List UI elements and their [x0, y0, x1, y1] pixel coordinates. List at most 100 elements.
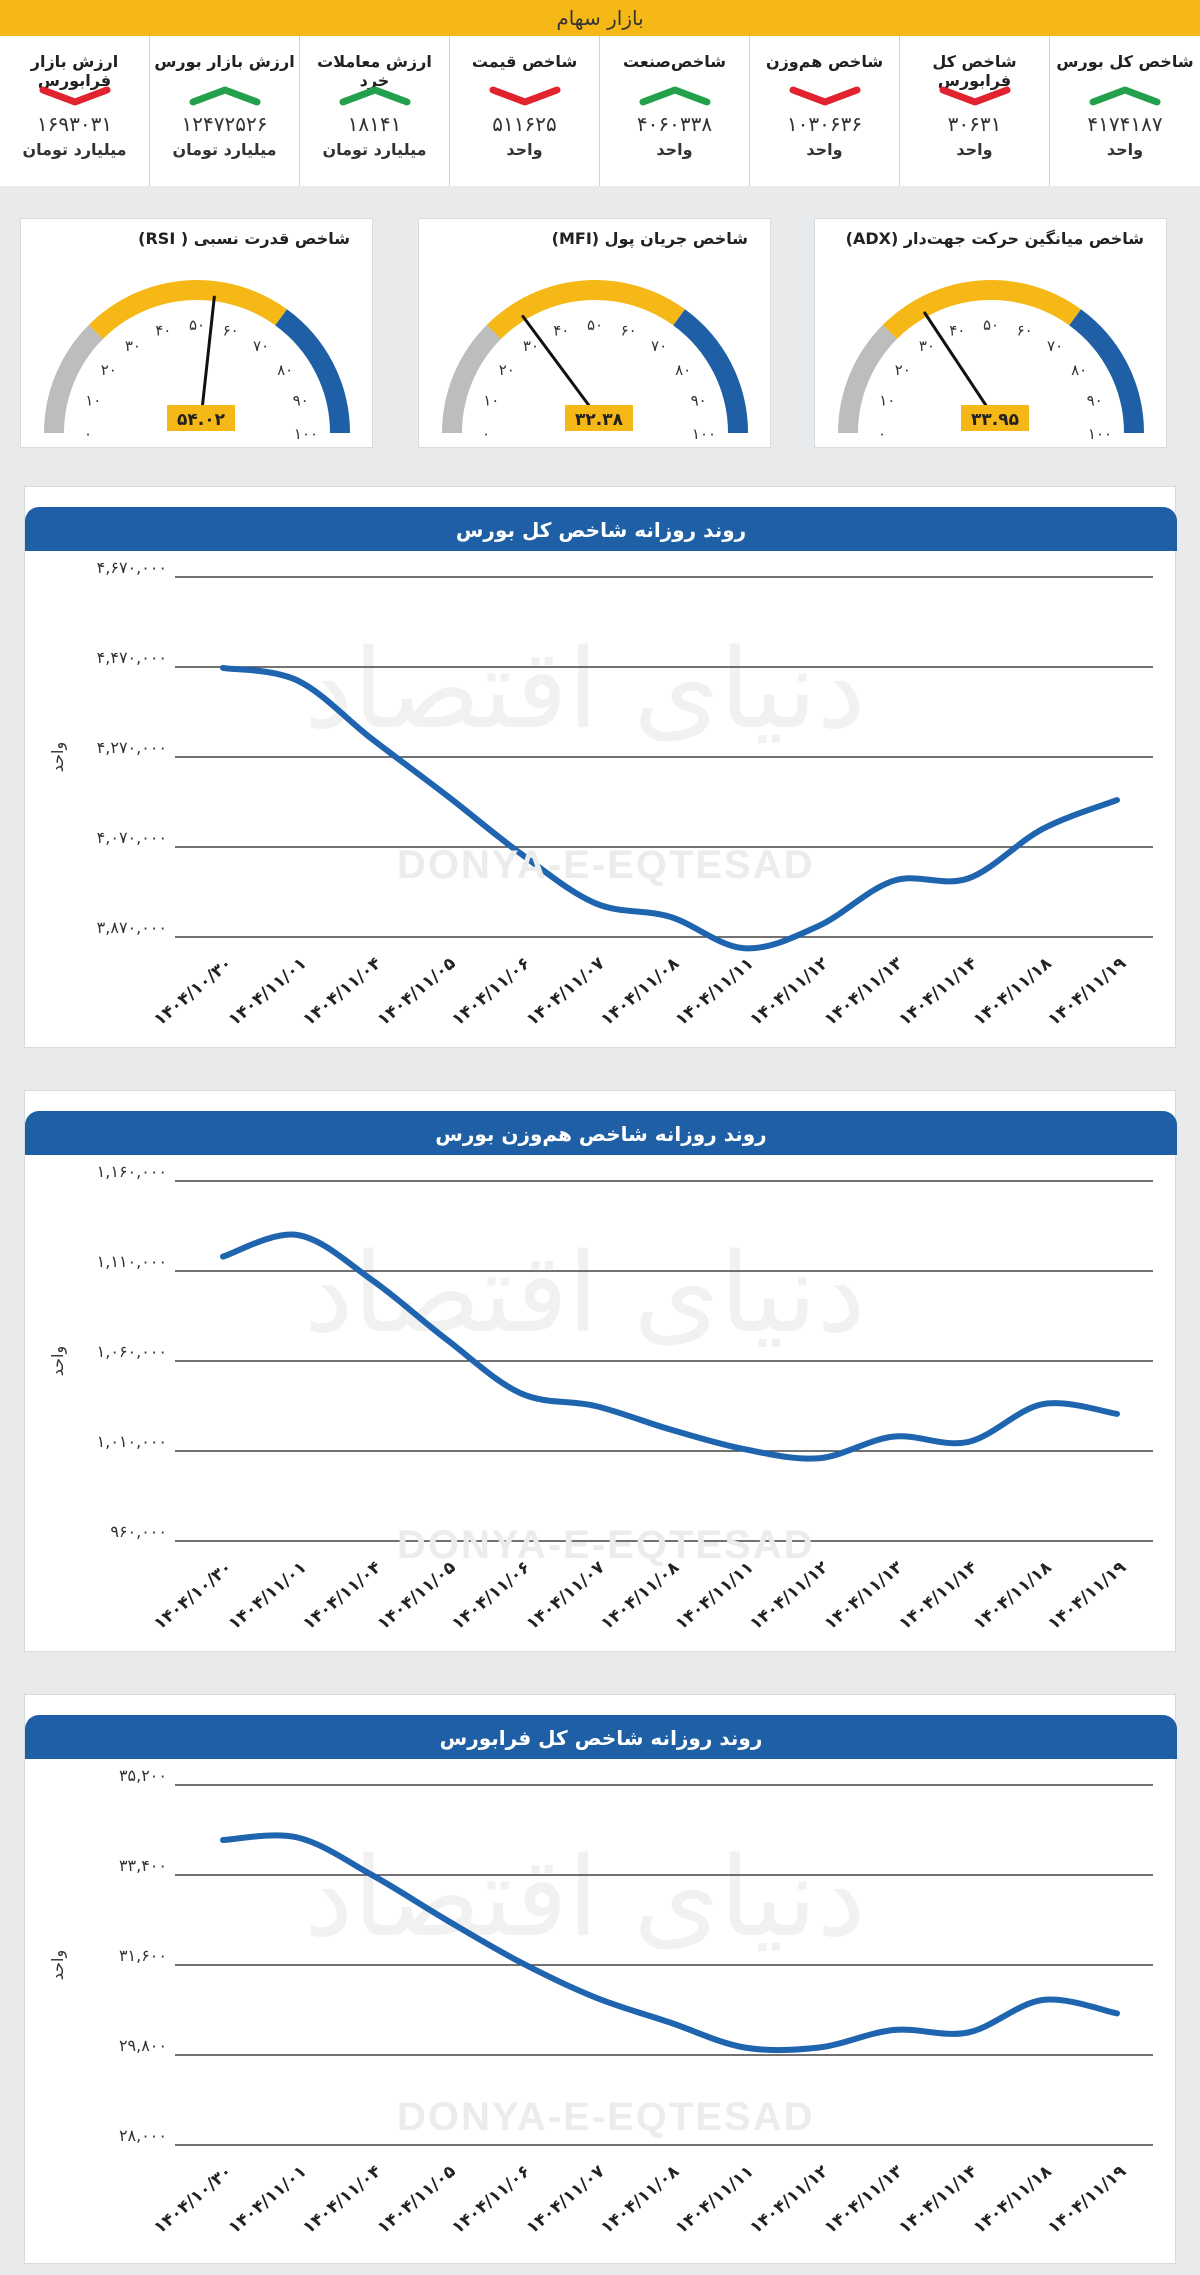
- x-tick-label: ۱۴۰۴/۱۱/۱۸: [970, 953, 1056, 1030]
- data-point: [1040, 1402, 1045, 1407]
- metric-value: ۴۱۷۴۱۸۷: [1087, 112, 1163, 136]
- gauge-tick-label: ۶۰: [223, 321, 239, 339]
- data-point: [891, 878, 896, 883]
- metric-title: شاخص قیمت: [471, 52, 578, 71]
- metric-card: شاخص هم‌وزن ۱۰۳۰۶۳۶ واحد: [750, 36, 900, 186]
- gauge-value: ۵۴.۰۲: [177, 410, 226, 430]
- gauge-tick-label: ۱۰۰: [692, 425, 716, 443]
- gauge-zone-low: [442, 324, 502, 434]
- y-tick-label: ۲۹,۸۰۰: [119, 2036, 167, 2055]
- y-tick-label: ۳۳,۴۰۰: [119, 1856, 167, 1875]
- metric-value: ۱۸۱۴۱: [347, 112, 402, 136]
- metric-unit: واحد: [656, 140, 693, 159]
- data-point: [593, 1404, 598, 1408]
- x-tick-label: ۱۴۰۴/۱۱/۰۵: [374, 2162, 460, 2239]
- metric-value: ۴۰۶۰۳۳۸: [636, 112, 713, 136]
- trend-down-icon: [939, 86, 1011, 106]
- x-tick-label: ۱۴۰۴/۱۱/۰۴: [299, 2162, 385, 2239]
- x-tick-label: ۱۴۰۴/۱۱/۰۴: [299, 954, 385, 1031]
- x-tick-label: ۱۴۰۴/۱۱/۰۶: [448, 2162, 534, 2239]
- metric-value: ۱۲۴۷۲۵۲۶: [181, 112, 268, 136]
- data-point: [221, 1254, 225, 1259]
- x-tick-label: ۱۴۰۴/۱۱/۰۱: [225, 1558, 311, 1635]
- y-tick-label: ۹۶۰,۰۰۰: [110, 1522, 167, 1541]
- x-tick-label: ۱۴۰۴/۱۱/۱۱: [672, 954, 758, 1031]
- metric-unit: میلیارد تومان: [172, 140, 277, 159]
- data-point: [519, 851, 523, 856]
- gauge-tick-label: ۵۰: [189, 316, 205, 334]
- metric-card: ارزش بازار فرابورس ۱۶۹۳۰۳۱ میلیارد تومان: [0, 36, 150, 186]
- gauge-tick-label: ۴۰: [553, 321, 569, 339]
- x-tick-label: ۱۴۰۴/۱۱/۰۴: [299, 1558, 385, 1635]
- x-tick-label: ۱۴۰۴/۱۱/۰۸: [597, 2161, 683, 2238]
- x-tick-label: ۱۴۰۴/۱۱/۱۴: [895, 1558, 981, 1635]
- data-point: [295, 1835, 300, 1840]
- chart-equal-weight-index: روند روزانه شاخص هم‌وزن بورس دنیای اقتصاد…: [24, 1090, 1177, 1652]
- data-point: [742, 1447, 747, 1452]
- y-tick-label: ۱,۱۱۰,۰۰۰: [97, 1252, 167, 1271]
- gauge-tick-label: ۲۰: [101, 361, 117, 379]
- gauge-tick-label: ۱۰: [85, 391, 101, 409]
- gauge-title: شاخص قدرت نسبی ( RSI): [138, 229, 350, 248]
- y-tick-label: ۱,۱۶۰,۰۰۰: [97, 1162, 167, 1181]
- metric-unit: واحد: [956, 140, 993, 159]
- line-chart: روند روزانه شاخص هم‌وزن بورس دنیای اقتصاد…: [25, 1111, 1177, 1635]
- metric-title: شاخص کل فرابورس: [932, 52, 1017, 90]
- x-tick-label: ۱۴۰۴/۱۱/۰۵: [374, 1558, 460, 1635]
- y-tick-label: ۱,۰۶۰,۰۰۰: [97, 1342, 167, 1361]
- gauge-tick-label: ۸۰: [675, 361, 691, 379]
- gauge-tick-label: ۸۰: [277, 361, 293, 379]
- trend-up-icon: [189, 86, 261, 106]
- trend-up-icon: [639, 86, 711, 106]
- line-chart: روند روزانه شاخص کل فرابورس دنیای اقتصاد ۳…: [25, 1715, 1177, 2239]
- data-point: [742, 2045, 747, 2050]
- data-point: [668, 1427, 672, 1432]
- x-tick-label: ۱۴۰۴/۱۱/۱۸: [970, 1557, 1056, 1634]
- data-point: [668, 914, 672, 919]
- data-point: [221, 1838, 225, 1842]
- gauge-value: ۳۲.۳۸: [575, 410, 624, 430]
- gauge-needle: [199, 295, 216, 421]
- x-tick-label: ۱۴۰۴/۱۱/۰۷: [523, 1557, 609, 1634]
- data-point: [593, 901, 598, 906]
- x-tick-label: ۱۴۰۴/۱۱/۰۷: [523, 953, 609, 1030]
- x-tick-label: ۱۴۰۴/۱۰/۳۰: [150, 2162, 236, 2239]
- metric-title: شاخص‌صنعت: [622, 52, 727, 71]
- gauge-tick-label: ۶۰: [621, 321, 637, 339]
- x-tick-label: ۱۴۰۴/۱۱/۱۱: [672, 1558, 758, 1635]
- chart-title: روند روزانه شاخص کل بورس: [456, 518, 746, 542]
- x-tick-label: ۱۴۰۴/۱۱/۰۶: [448, 1558, 534, 1635]
- gauge-tick-label: ۵۰: [983, 316, 999, 334]
- x-tick-label: ۱۴۰۴/۱۱/۰۸: [597, 1557, 683, 1634]
- metric-value: ۵۱۱۶۲۵: [492, 112, 557, 136]
- gauge-value-box: [961, 405, 1029, 431]
- chart-title: روند روزانه شاخص کل فرابورس: [440, 1726, 763, 1750]
- trend-up-icon: [1089, 86, 1161, 106]
- page-title: بازار سهام: [556, 6, 644, 30]
- gauge-tick-label: ۶۰: [1017, 321, 1033, 339]
- data-point: [370, 1873, 374, 1877]
- gauge-tick-label: ۹۰: [293, 391, 309, 409]
- metric-unit: میلیارد تومان: [322, 140, 427, 159]
- gauge-tick-label: ۱۰: [879, 391, 895, 409]
- metric-unit: واحد: [806, 140, 843, 159]
- watermark-logo: دنیای اقتصاد: [304, 625, 866, 753]
- data-point: [817, 1456, 821, 1461]
- x-tick-label: ۱۴۰۴/۱۱/۱۹: [1044, 2161, 1130, 2238]
- x-tick-label: ۱۴۰۴/۱۰/۳۰: [150, 1558, 236, 1635]
- data-point: [370, 737, 374, 741]
- data-point: [1115, 1411, 1119, 1416]
- data-point: [1040, 827, 1045, 831]
- gauge-tick-label: ۳۰: [523, 337, 539, 355]
- gauge-zone-high: [1069, 309, 1144, 434]
- gauge-tick-label: ۵۰: [587, 316, 603, 334]
- gauge-tick-label: ۸۰: [1071, 361, 1087, 379]
- gauge-value-box: [565, 405, 633, 431]
- data-point: [221, 665, 225, 670]
- x-tick-label: ۱۴۰۴/۱۱/۱۴: [895, 2162, 981, 2239]
- gauge-tick-label: ۹۰: [1087, 391, 1103, 409]
- metric-value: ۳۰۶۳۱: [947, 112, 1002, 136]
- gauge-zone-mid: [88, 280, 287, 340]
- market-metrics: شاخص کل بورس ۴۱۷۴۱۸۷ واحد شاخص کل فرابورس ۳۰…: [0, 36, 1200, 186]
